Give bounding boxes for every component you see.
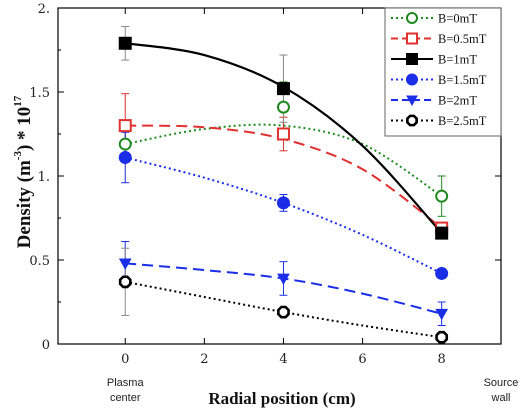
data-point <box>276 196 290 210</box>
x-note-label: Plasma <box>107 377 145 389</box>
x-tick-label: 6 <box>358 352 366 367</box>
x-note-label: center <box>110 392 141 404</box>
x-tick-label: 0 <box>121 352 129 367</box>
x-tick-label: 8 <box>438 352 446 367</box>
legend-marker <box>406 95 418 107</box>
data-point <box>277 273 290 286</box>
data-point <box>435 330 449 344</box>
data-point <box>276 100 290 114</box>
data-point <box>277 305 290 319</box>
data-point <box>435 308 449 321</box>
data-point <box>118 151 132 165</box>
data-point <box>118 119 132 133</box>
data-point <box>118 275 132 289</box>
x-axis-notes: Plasma center Source wall <box>107 377 519 404</box>
y-tick-label: 0.5 <box>29 254 50 269</box>
x-note-label: Source <box>484 377 519 389</box>
data-point <box>276 127 290 141</box>
y-tick-label: 1. <box>38 170 50 185</box>
y-tick-label: 1.5 <box>29 86 50 101</box>
data-point <box>435 266 449 280</box>
legend-marker <box>406 73 418 86</box>
x-tick-label: 2 <box>200 352 208 367</box>
data-point <box>276 82 290 96</box>
trend-line <box>124 156 443 275</box>
legend-label: B=1mT <box>438 53 477 67</box>
y-tick-label: 2. <box>38 2 50 17</box>
data-point <box>118 258 132 270</box>
data-point <box>435 189 449 203</box>
legend-box <box>384 7 502 137</box>
legend-label: B=0.5mT <box>438 32 487 46</box>
legend-label: B=2mT <box>438 94 477 108</box>
x-tick-label: 4 <box>279 352 287 367</box>
legend-entries: B=0mT B=0.5mT B=1mT B=1.5mT B=2mT B=2.5mT <box>391 12 487 128</box>
trend-line <box>125 123 443 197</box>
legend-marker <box>406 32 418 45</box>
data-point <box>435 226 449 240</box>
data-point <box>118 36 132 50</box>
legend-marker <box>406 12 418 24</box>
x-note-label: wall <box>491 392 511 404</box>
legend-marker <box>406 53 418 65</box>
legend: B=0mT B=0.5mT B=1mT B=1.5mT B=2mT B=2.5mT <box>384 7 502 137</box>
legend-marker <box>406 114 418 127</box>
data-point <box>118 137 132 151</box>
legend-label: B=1.5mT <box>438 73 487 87</box>
data-points <box>118 36 449 344</box>
legend-label: B=0mT <box>438 12 477 26</box>
x-axis-label: Radial position (cm) <box>208 389 355 408</box>
y-axis-label: Density (m-3) * 1017 <box>12 95 35 248</box>
y-tick-label: 0 <box>42 338 50 353</box>
legend-label: B=2.5mT <box>438 114 487 128</box>
